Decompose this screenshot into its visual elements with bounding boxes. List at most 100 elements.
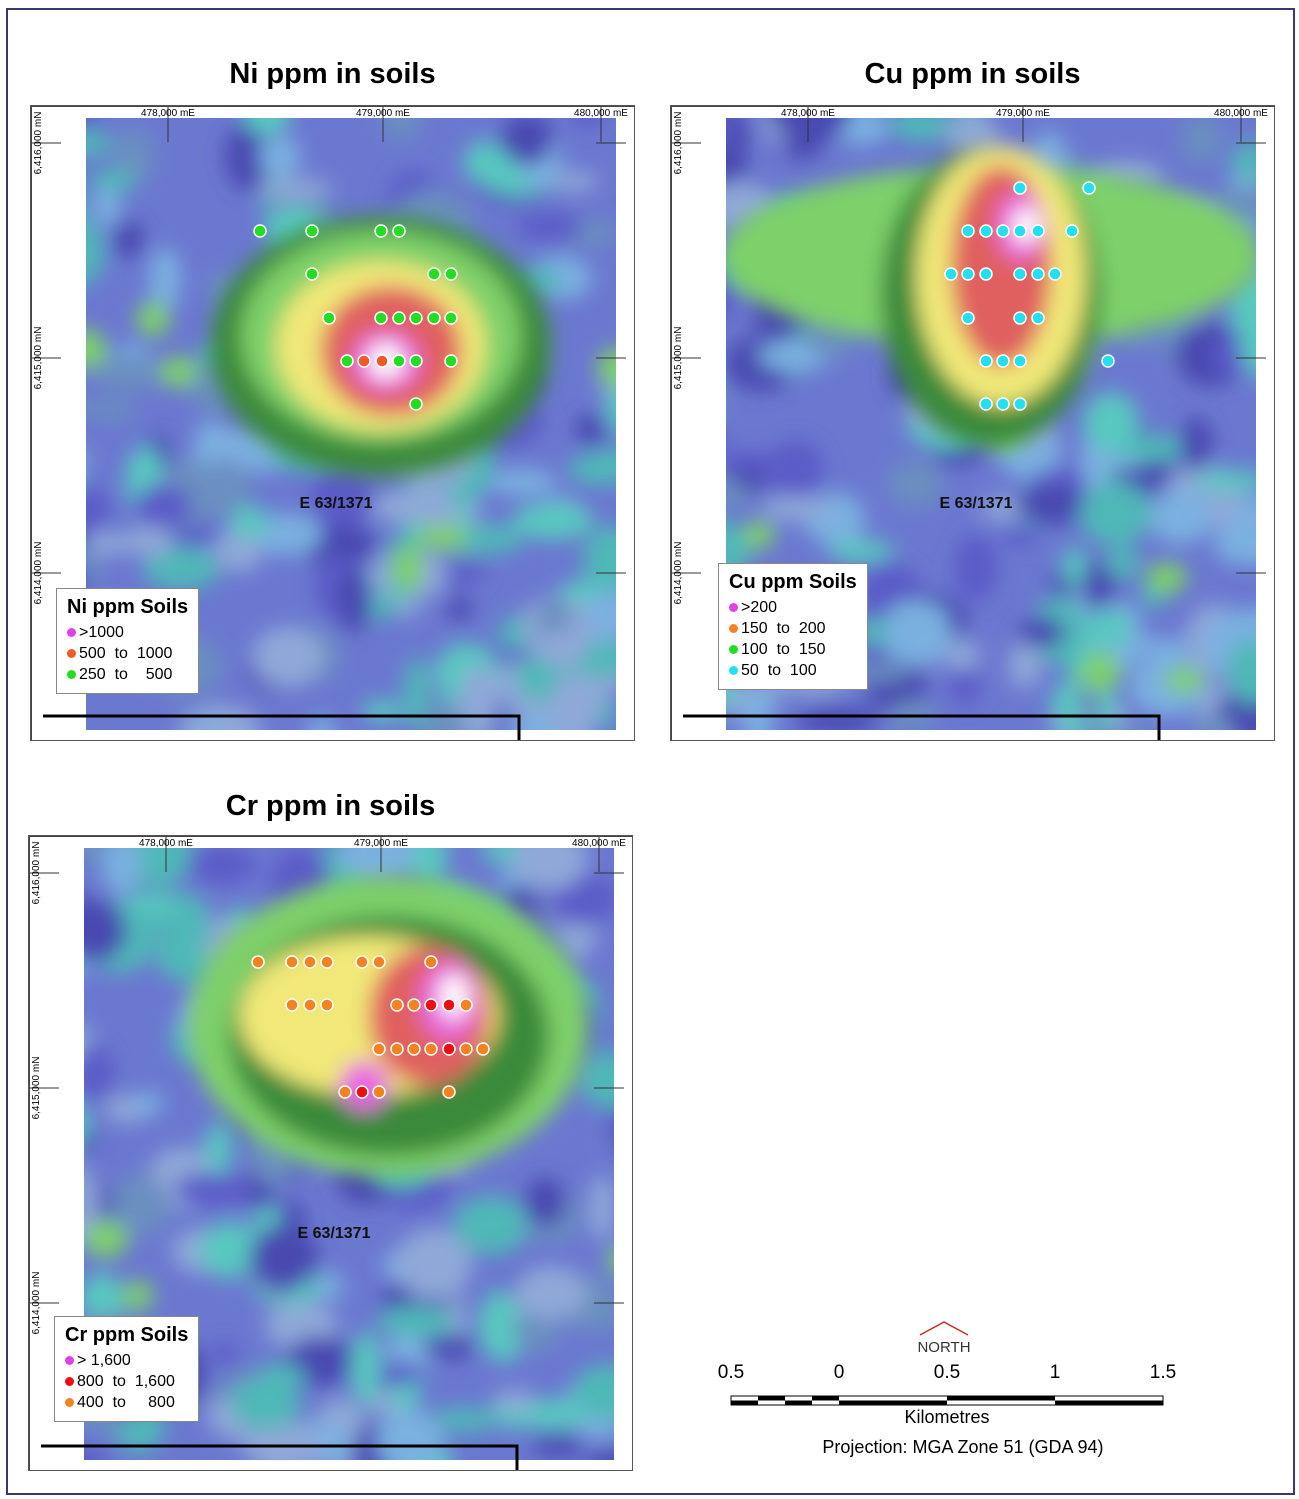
sample-point xyxy=(408,1043,420,1055)
sample-point xyxy=(945,268,957,280)
surface-blob xyxy=(671,389,691,449)
surface-blob xyxy=(1106,547,1140,579)
surface-blob xyxy=(680,106,730,158)
easting-label: 479,000 mE xyxy=(356,108,410,119)
surface-blob xyxy=(431,1408,498,1432)
northing-label: 6,414,000 mN xyxy=(31,1272,42,1335)
legend-dot xyxy=(67,670,76,679)
legend-dot xyxy=(729,645,738,654)
sample-point xyxy=(980,398,992,410)
legend-label: 800 to 1,600 xyxy=(77,1373,175,1390)
surface-blob xyxy=(517,213,584,242)
surface-blob xyxy=(362,700,404,722)
surface-blob xyxy=(671,412,699,454)
sample-point xyxy=(997,355,1009,367)
map-title: Cu ppm in soils xyxy=(670,58,1275,91)
sample-point xyxy=(391,999,403,1011)
surface-blob xyxy=(230,505,269,539)
scale-seg xyxy=(785,1401,812,1406)
legend-dot xyxy=(729,666,738,675)
scale-label: 0.5 xyxy=(718,1362,744,1383)
sample-point xyxy=(980,355,992,367)
scale-label: 0.5 xyxy=(934,1362,960,1383)
sample-point xyxy=(428,268,440,280)
surface-blob xyxy=(761,496,834,521)
sample-point xyxy=(997,225,1009,237)
easting-label: 478,000 mE xyxy=(141,108,195,119)
sample-point xyxy=(460,1043,472,1055)
surface-blob xyxy=(499,617,526,650)
green-patch xyxy=(123,1280,153,1311)
surface-blob xyxy=(124,892,178,912)
sample-point xyxy=(997,398,1009,410)
surface-blob xyxy=(539,628,587,668)
surface-blob xyxy=(29,1184,73,1227)
surface-blob xyxy=(134,484,192,529)
legend-item: 800 to 1,600 xyxy=(65,1371,188,1392)
green-patch xyxy=(416,525,469,550)
surface-blob xyxy=(453,1196,529,1254)
surface-blob xyxy=(796,708,879,734)
legend-item: 50 to 100 xyxy=(729,660,857,681)
surface-blob xyxy=(671,604,711,637)
surface-blob xyxy=(887,461,943,507)
scale-seg xyxy=(758,1396,785,1401)
surface-blob xyxy=(259,136,301,177)
surface-blob xyxy=(102,836,142,895)
green-patch xyxy=(743,520,775,549)
sample-point xyxy=(1083,182,1095,194)
sample-point xyxy=(1014,312,1026,324)
surface-blob xyxy=(89,169,137,192)
surface-blob xyxy=(252,627,323,688)
surface-blob xyxy=(714,109,749,161)
surface-blob xyxy=(459,665,497,739)
scale-seg xyxy=(1055,1401,1163,1406)
sample-point xyxy=(980,268,992,280)
map-panel: 478,000 mE479,000 mE480,000 mE6,416,000 … xyxy=(28,835,633,1471)
surface-blob xyxy=(337,567,372,632)
surface-blob xyxy=(524,1178,566,1227)
sample-point xyxy=(1014,268,1026,280)
surface-blob xyxy=(502,113,553,165)
surface-blob xyxy=(31,710,56,741)
easting-label: 479,000 mE xyxy=(996,108,1050,119)
surface-blob xyxy=(447,596,472,622)
surface-blob xyxy=(1080,482,1152,546)
legend-dot xyxy=(729,603,738,612)
green-patch xyxy=(159,356,198,388)
green-patch xyxy=(1079,653,1121,692)
sample-point xyxy=(443,999,455,1011)
surface-blob xyxy=(39,546,102,590)
surface-blob xyxy=(199,1222,258,1279)
sample-point xyxy=(373,1043,385,1055)
sample-point xyxy=(1049,268,1061,280)
scale-seg xyxy=(812,1396,839,1401)
sample-point xyxy=(962,225,974,237)
sample-point xyxy=(356,1086,368,1098)
scale-seg xyxy=(839,1401,947,1406)
sample-point xyxy=(393,355,405,367)
sample-point xyxy=(375,312,387,324)
page: Ni ppm in soils478,000 mE479,000 mE480,0… xyxy=(0,0,1299,1499)
sample-point xyxy=(306,268,318,280)
sample-point xyxy=(376,355,388,367)
green-patch xyxy=(83,1220,128,1258)
sample-point xyxy=(341,355,353,367)
sample-point xyxy=(306,225,318,237)
sample-point xyxy=(443,1043,455,1055)
sample-point xyxy=(393,312,405,324)
surface-blob xyxy=(1194,470,1271,491)
surface-blob xyxy=(187,847,256,884)
surface-blob xyxy=(890,108,950,141)
surface-blob xyxy=(1254,245,1275,311)
anomaly xyxy=(189,876,589,1176)
scale-seg xyxy=(731,1401,758,1406)
scale-seg xyxy=(947,1396,1055,1401)
scale-label: 1 xyxy=(1050,1362,1061,1383)
legend-label: 500 to 1000 xyxy=(79,645,172,662)
legend: Cu ppm Soils>200150 to 200100 to 15050 t… xyxy=(718,563,868,690)
green-patch xyxy=(60,329,107,369)
green-patch xyxy=(1146,562,1187,594)
surface-blob xyxy=(548,674,600,741)
surface-blob xyxy=(205,1122,232,1175)
